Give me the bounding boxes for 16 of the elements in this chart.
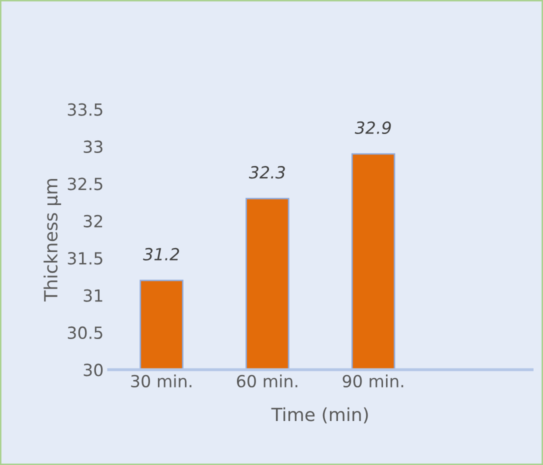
x-tick-label: 30 min. (131, 374, 192, 388)
x-tick-label: 90 min. (342, 374, 404, 388)
y-tick-label: 31.5 (68, 252, 102, 265)
y-tick-label: 32 (84, 214, 102, 228)
y-tick-label: 30 (84, 364, 103, 376)
y-tick-label: 33 (84, 140, 102, 154)
x-axis-title: Time (min) (271, 407, 368, 424)
y-tick-label: 31 (84, 289, 102, 302)
y-tick-label: 33.5 (68, 103, 102, 116)
y-tick-label: 30.5 (68, 326, 102, 340)
data-label: 31.2 (143, 248, 180, 260)
data-label: 32.3 (248, 166, 285, 179)
y-tick-label: 32.5 (68, 178, 102, 190)
data-label: 32.9 (354, 121, 391, 134)
x-tick-label: 60 min. (236, 374, 298, 388)
y-axis-title: Thickness μm (44, 178, 62, 302)
